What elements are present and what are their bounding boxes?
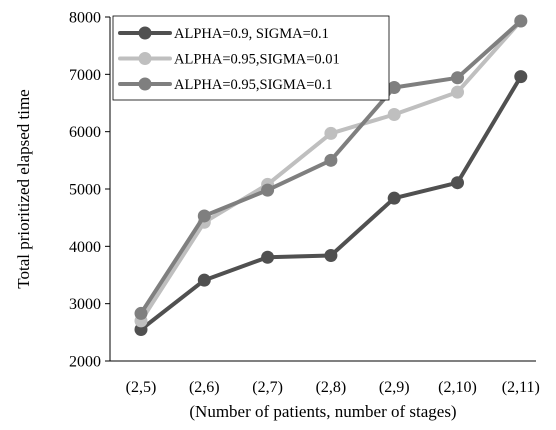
y-axis-title: Total prioritized elapsed time <box>14 89 33 288</box>
x-tick-label: (2,6) <box>189 379 220 396</box>
x-tick-label: (2,7) <box>252 379 283 396</box>
data-point <box>451 71 464 85</box>
data-point <box>197 273 211 287</box>
x-tick-label: (2,10) <box>438 379 477 396</box>
legend-marker <box>138 52 152 65</box>
data-point <box>324 249 338 263</box>
data-point <box>387 191 401 205</box>
legend-label: ALPHA=0.9, SIGMA=0.1 <box>174 26 329 42</box>
data-point <box>514 14 528 28</box>
legend-marker <box>138 77 152 91</box>
series-3 <box>134 14 528 320</box>
data-point <box>387 107 401 121</box>
data-point <box>134 306 148 320</box>
data-point <box>451 85 464 99</box>
data-point <box>324 153 338 167</box>
legend: ALPHA=0.9, SIGMA=0.1 ALPHA=0.95,SIGMA=0.0… <box>112 15 390 101</box>
y-tick-label: 8000 <box>69 10 101 27</box>
data-point <box>324 126 338 140</box>
x-axis-title: (Number of patients, number of stages) <box>189 402 456 421</box>
data-point <box>261 183 275 197</box>
series-1 <box>134 70 528 336</box>
x-tick-label: (2,5) <box>126 379 157 396</box>
y-tick-label: 6000 <box>69 124 101 141</box>
y-tick-label: 7000 <box>69 67 101 84</box>
y-tick-label: 4000 <box>69 239 101 256</box>
data-point <box>261 250 275 264</box>
x-tick-label: (2,9) <box>379 379 410 396</box>
legend-label: ALPHA=0.95,SIGMA=0.1 <box>174 77 333 93</box>
data-point <box>514 70 528 84</box>
y-tick-labels: 2000 3000 4000 5000 6000 7000 8000 <box>69 10 110 371</box>
x-tick-label: (2,11) <box>502 379 540 396</box>
data-point <box>387 81 401 95</box>
y-tick-label: 2000 <box>69 354 101 371</box>
data-point <box>197 209 211 223</box>
series-line <box>139 74 523 332</box>
data-point <box>451 176 464 190</box>
series-lines <box>134 14 528 336</box>
x-tick-label: (2,8) <box>316 379 347 396</box>
legend-label: ALPHA=0.95,SIGMA=0.01 <box>174 52 340 68</box>
legend-marker <box>138 26 152 40</box>
y-tick-label: 3000 <box>69 296 101 313</box>
y-tick-label: 5000 <box>69 182 101 199</box>
x-tick-labels: (2,5) (2,6) (2,7) (2,8) (2,9) (2,10) (2,11) <box>126 379 540 396</box>
